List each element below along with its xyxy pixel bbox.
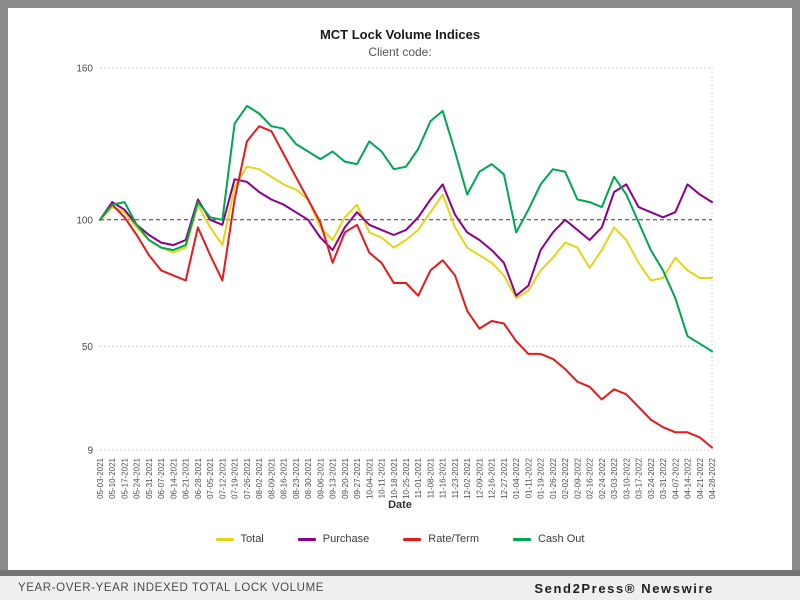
x-tick-label: 08-30-2021 [304, 457, 313, 498]
x-tick-label: 06-07-2021 [157, 457, 166, 498]
x-tick-label: 03-03-2022 [610, 457, 619, 498]
x-tick-label: 06-28-2021 [194, 457, 203, 498]
x-tick-label: 12-16-2021 [488, 457, 497, 498]
series-line-total [99, 165, 713, 300]
x-tick-label: 07-05-2021 [206, 457, 215, 498]
x-tick-label: 06-14-2021 [169, 457, 178, 498]
series-line-cash-out [99, 104, 713, 353]
legend-swatch [297, 537, 316, 541]
x-tick-label: 08-16-2021 [280, 457, 289, 498]
x-tick-label: 02-09-2022 [573, 457, 582, 498]
chart-title: MCT Lock Volume Indices [319, 27, 481, 42]
y-tick-label: 100 [76, 215, 93, 226]
x-tick-label: 02-02-2022 [561, 457, 570, 498]
x-tick-label: 01-04-2022 [512, 457, 521, 498]
legend-label: Rate/Term [428, 533, 479, 545]
x-tick-label: 03-17-2022 [635, 457, 644, 498]
x-tick-label: 05-03-2021 [96, 457, 105, 498]
x-tick-label: 01-11-2022 [524, 457, 533, 498]
legend-label: Total [240, 533, 264, 545]
x-tick-label: 02-16-2022 [586, 457, 595, 498]
series-line-rate-term [99, 125, 713, 449]
x-tick-label: 08-02-2021 [255, 457, 264, 498]
x-tick-label: 04-28-2022 [708, 457, 717, 498]
x-tick-label: 06-21-2021 [182, 457, 191, 498]
x-tick-label: 10-04-2021 [365, 457, 374, 498]
x-tick-label: 09-27-2021 [353, 457, 362, 498]
x-tick-label: 10-25-2021 [402, 457, 411, 498]
x-tick-label: 01-19-2022 [537, 457, 546, 498]
x-tick-label: 09-20-2021 [341, 457, 350, 498]
x-tick-label: 04-14-2022 [684, 457, 693, 498]
legend-swatch [403, 537, 422, 541]
x-tick-label: 03-31-2022 [659, 457, 668, 498]
brand-label: Send2Press® Newswire [534, 580, 714, 596]
x-tick-label: 03-24-2022 [647, 457, 656, 498]
x-tick-label: 11-16-2021 [439, 457, 448, 498]
x-tick-label: 02-24-2022 [598, 457, 607, 498]
y-tick-label: 50 [82, 342, 94, 353]
chart-legend: Total Purchase Rate/Term Cash Out [0, 529, 800, 549]
x-tick-label: 07-19-2021 [231, 457, 240, 498]
x-tick-label: 11-23-2021 [451, 457, 460, 498]
x-tick-label: 05-17-2021 [120, 457, 129, 498]
line-chart: 160 100 50 905-03-2021 05-10-2021 05-17-2021 0… [76, 64, 717, 499]
x-tick-label: 07-26-2021 [243, 457, 252, 498]
x-tick-label: 07-12-2021 [218, 457, 227, 498]
y-tick-label: 160 [76, 64, 93, 75]
x-tick-label: 05-31-2021 [145, 457, 154, 498]
x-tick-label: 09-13-2021 [329, 457, 338, 498]
series-line-purchase [99, 178, 713, 297]
chart-subtitle: Client code: [368, 45, 432, 59]
footer-caption: YEAR-OVER-YEAR INDEXED TOTAL LOCK VOLUME [18, 582, 325, 594]
x-tick-label: 08-09-2021 [267, 457, 276, 498]
x-tick-label: 01-26-2022 [549, 457, 558, 498]
x-tick-label: 11-01-2021 [414, 457, 423, 498]
x-tick-label: 03-10-2022 [622, 457, 631, 498]
x-tick-label: 08-23-2021 [292, 457, 301, 498]
x-tick-label: 12-02-2021 [463, 457, 472, 498]
chart-panel [8, 8, 792, 570]
footer-divider [0, 570, 800, 576]
x-tick-label: 10-18-2021 [390, 457, 399, 498]
legend-item-rate-term: Rate/Term [403, 533, 479, 545]
legend-swatch [215, 537, 234, 541]
x-axis-title: Date [388, 499, 412, 511]
x-tick-label: 09-06-2021 [316, 457, 325, 498]
x-tick-label: 04-21-2022 [696, 457, 705, 498]
x-tick-label: 12-27-2021 [500, 457, 509, 498]
x-tick-label: 04-07-2022 [671, 457, 680, 498]
x-tick-label: 10-11-2021 [378, 457, 387, 498]
x-tick-label: 05-24-2021 [133, 457, 142, 498]
y-tick-label: 9 [87, 446, 93, 457]
x-tick-label: 12-09-2021 [475, 457, 484, 498]
legend-swatch [513, 537, 531, 541]
x-tick-label: 05-10-2021 [108, 457, 117, 498]
footer-bar: YEAR-OVER-YEAR INDEXED TOTAL LOCK VOLUME… [0, 576, 800, 600]
legend-label: Cash Out [538, 533, 585, 545]
legend-label: Purchase [322, 533, 370, 545]
x-tick-label: 11-08-2021 [426, 457, 435, 498]
legend-item-cash-out: Cash Out [513, 533, 584, 545]
legend-item-total: Total [215, 533, 264, 545]
legend-item-purchase: Purchase [297, 533, 370, 545]
